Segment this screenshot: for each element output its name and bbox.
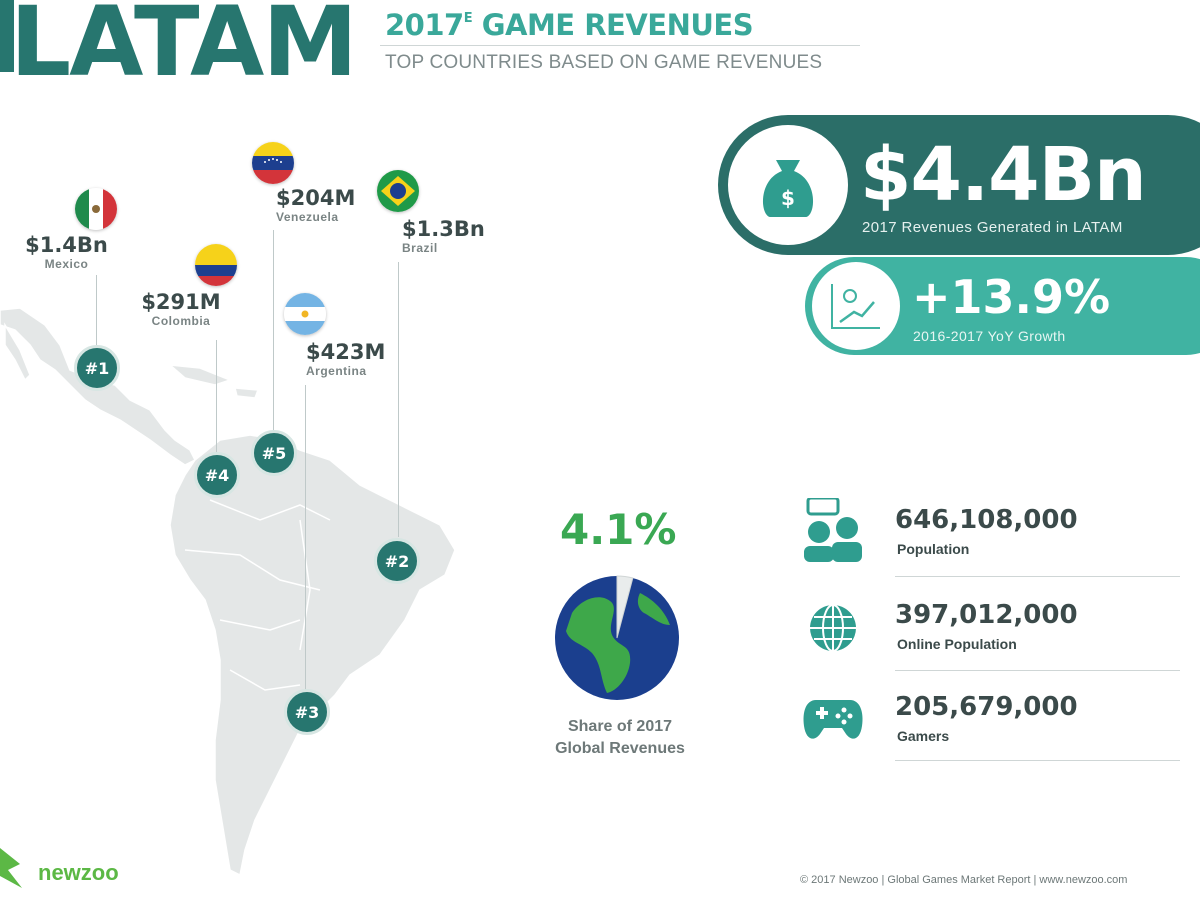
country-label-mexico: $1.4Bn Mexico: [14, 233, 119, 271]
svg-text:$: $: [781, 186, 795, 210]
country-name: Colombia: [151, 314, 211, 328]
globe-share-chart: [555, 575, 679, 700]
share-wedge: [616, 575, 634, 639]
stat-divider: [895, 760, 1180, 761]
country-amount: $204M: [276, 186, 356, 210]
leader-line-mexico: [96, 275, 97, 350]
rank-badge-venezuela: #5: [251, 430, 297, 476]
country-name: Mexico: [44, 257, 89, 271]
title-superscript: E: [463, 11, 473, 26]
share-label: Share of 2017 Global Revenues: [540, 716, 700, 759]
brazil-flag-icon: [377, 170, 419, 212]
growth-value: +13.9%: [912, 270, 1111, 324]
stat-online-value: 397,012,000: [895, 600, 1078, 630]
leader-line-venezuela: [273, 230, 274, 435]
growth-chart-icon-circle: [812, 262, 900, 350]
map-hispaniola: [234, 387, 260, 399]
rank-badge-brazil: #2: [374, 538, 420, 584]
stat-gamers-value: 205,679,000: [895, 692, 1078, 722]
country-label-colombia: $291M Colombia: [132, 290, 230, 328]
stat-population-label: Population: [897, 541, 970, 557]
money-bag-icon-circle: $: [728, 125, 848, 245]
rank-badge-mexico: #1: [74, 345, 120, 391]
gamepad-icon: [802, 696, 864, 749]
country-name: Brazil: [402, 241, 438, 255]
rank-badge-colombia: #4: [194, 452, 240, 498]
country-amount: $1.4Bn: [25, 233, 108, 257]
revenue-value: $4.4Bn: [860, 132, 1147, 218]
page-title: 2017E GAME REVENUES: [385, 8, 754, 42]
header-accent-bar: [0, 0, 14, 72]
country-amount: $291M: [141, 290, 221, 314]
money-bag-icon: $: [762, 160, 814, 217]
argentina-flag-icon: [284, 293, 326, 335]
footer-note: © 2017 Newzoo | Global Games Market Repo…: [800, 874, 1128, 886]
country-label-venezuela: $204M Venezuela: [276, 186, 376, 224]
share-value: 4.1%: [560, 505, 677, 554]
stat-population-value: 646,108,000: [895, 505, 1078, 535]
globe-land-europe: [637, 593, 670, 625]
region-title: LATAM: [10, 0, 358, 98]
header-divider: [380, 45, 860, 46]
share-label-line2: Global Revenues: [555, 739, 685, 757]
stat-online-label: Online Population: [897, 636, 1017, 652]
stat-divider: [895, 670, 1180, 671]
growth-label: 2016-2017 YoY Growth: [913, 328, 1066, 344]
leader-line-brazil: [398, 262, 399, 537]
globe-land-americas: [566, 597, 631, 693]
venezuela-flag-icon: [252, 142, 294, 184]
country-label-argentina: $423M Argentina: [306, 340, 406, 378]
leader-line-argentina: [305, 385, 306, 690]
rank-badge-argentina: #3: [284, 689, 330, 735]
map-baja: [4, 322, 31, 382]
title-rest: GAME REVENUES: [472, 8, 754, 42]
title-year: 2017: [385, 8, 464, 42]
brand-name: newzoo: [38, 860, 119, 885]
share-label-line1: Share of 2017: [567, 718, 673, 735]
country-amount: $1.3Bn: [402, 217, 485, 241]
country-label-brazil: $1.3Bn Brazil: [402, 217, 492, 255]
stat-gamers-label: Gamers: [897, 728, 950, 744]
country-name: Venezuela: [276, 210, 339, 224]
growth-chart-icon: [831, 284, 880, 329]
leader-line-colombia: [216, 340, 217, 455]
country-name: Argentina: [306, 364, 367, 378]
globe-icon: [808, 603, 858, 658]
revenue-label: 2017 Revenues Generated in LATAM: [862, 219, 1123, 236]
latam-map: [0, 307, 456, 877]
page-subtitle: TOP COUNTRIES BASED ON GAME REVENUES: [385, 52, 823, 73]
people-icon: [802, 496, 864, 569]
newzoo-logo-icon: [0, 848, 26, 893]
country-amount: $423M: [306, 340, 386, 364]
stat-divider: [895, 576, 1180, 577]
map-cuba: [167, 364, 233, 386]
mexico-flag-icon: [75, 188, 117, 230]
colombia-flag-icon: [195, 244, 237, 286]
